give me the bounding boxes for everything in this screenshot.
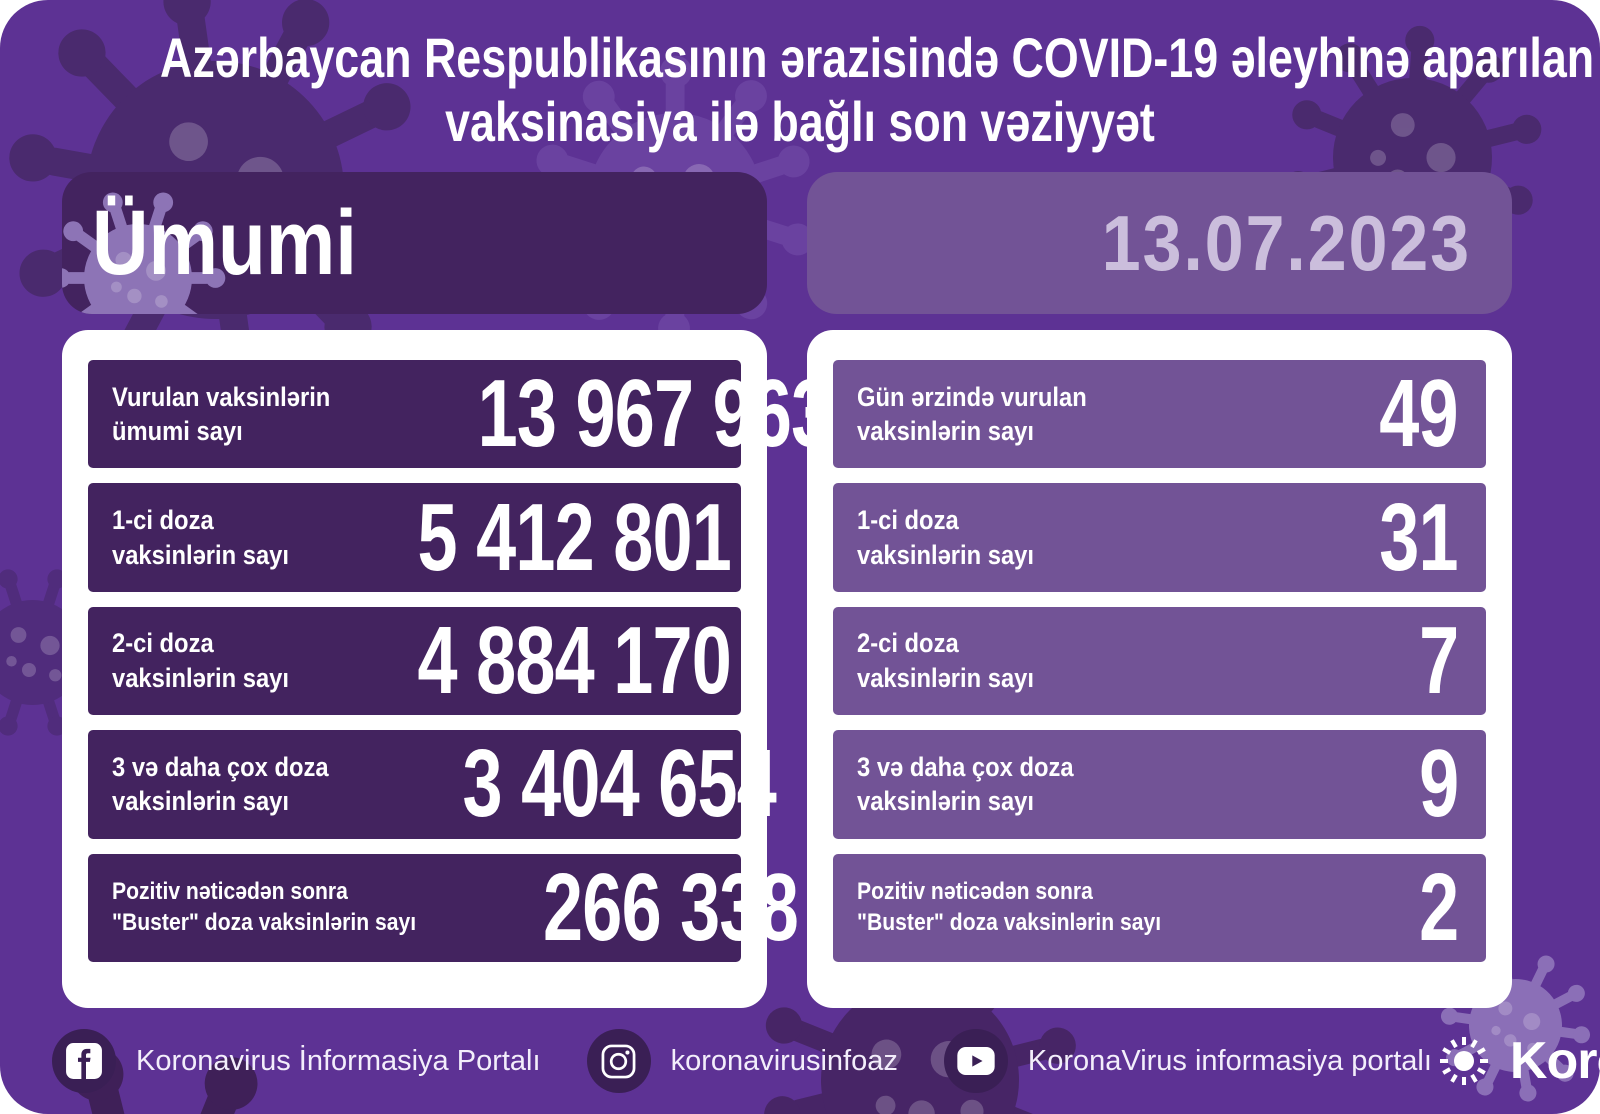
stat-row-dose2-daily: 2-ci doza vaksinlərin sayı 7 [833,606,1486,716]
stat-row-total-vaccines: Vurulan vaksinlərin ümumi sayı 13 967 96… [88,360,831,469]
stat-label: 3 və daha çox doza vaksinlərin sayı [857,751,1074,817]
stat-row-booster-total: Pozitiv nəticədən sonra "Buster" doza va… [88,853,798,963]
facebook-label: Koronavirus İnformasiya Portalı [136,1044,541,1077]
totals-header: Ümumi [62,172,767,314]
stat-label: Vurulan vaksinlərin ümumi sayı [112,381,331,447]
daily-header: 13.07.2023 [807,172,1512,314]
stat-label: Pozitiv nəticədən sonra "Buster" doza va… [112,878,417,936]
stat-value: 5 412 801 [417,483,732,591]
totals-panel: Vurulan vaksinlərin ümumi sayı 13 967 96… [62,330,831,1008]
stat-value: 9 [1418,730,1459,838]
stat-row-dose1-daily: 1-ci doza vaksinlərin sayı 31 [833,483,1486,592]
stats-columns: Ümumi Vurulan vaksinlərin ümumi sayı 13 … [62,172,1512,1008]
koronavirus-logo-icon [1439,1037,1488,1085]
youtube-icon [943,1029,1008,1093]
instagram-label: koronavirusinfoaz [670,1044,898,1077]
page-title: Azərbaycan Respublikasının ərazisində CO… [160,26,1595,154]
stat-label: 2-ci doza vaksinlərin sayı [112,628,290,694]
totals-column: Ümumi Vurulan vaksinlərin ümumi sayı 13 … [62,172,831,1008]
stat-value: 3 404 654 [462,730,777,838]
stat-row-dose2-total: 2-ci doza vaksinlərin sayı 4 884 170 [88,606,741,716]
stat-row-booster-daily: Pozitiv nəticədən sonra "Buster" doza va… [833,853,1486,963]
stat-value: 2 [1418,853,1459,961]
daily-panel: Gün ərzində vurulan vaksinlərin sayı 49 … [807,330,1512,1008]
stat-label: 1-ci doza vaksinlərin sayı [112,505,290,570]
instagram-link[interactable]: koronavirusinfoaz [586,1029,898,1093]
stat-row-dose3plus-daily: 3 və daha çox doza vaksinlərin sayı 9 [833,730,1486,839]
facebook-link[interactable]: Koronavirus İnformasiya Portalı [52,1029,541,1093]
stat-row-dose3plus-total: 3 və daha çox doza vaksinlərin sayı 3 40… [88,730,777,839]
stat-label: Gün ərzində vurulan vaksinlərin sayı [857,381,1087,447]
stat-value: 13 967 963 [477,360,832,468]
facebook-icon [52,1029,116,1093]
stat-row-daily-vaccines: Gün ərzində vurulan vaksinlərin sayı 49 [833,360,1486,469]
instagram-icon [586,1029,651,1093]
stat-value: 4 884 170 [417,607,732,715]
stat-value: 31 [1379,483,1458,591]
page-title-line1: Azərbaycan Respublikasının ərazisində CO… [160,26,1595,89]
totals-header-label: Ümumi [92,192,358,294]
stat-label: Pozitiv nəticədən sonra "Buster" doza va… [857,878,1162,936]
brand-logo: KoronaVirus info [1432,1029,1600,1093]
stat-value: 7 [1418,607,1459,715]
brand-logo-text: KoronaVirus [1509,1032,1600,1090]
stat-label: 2-ci doza vaksinlərin sayı [857,628,1035,694]
stat-value: 266 338 [542,853,799,961]
stat-value: 49 [1379,360,1458,468]
page-title-line2: vaksinasiya ilə bağlı son vəziyyət [445,89,1155,153]
stat-label: 3 və daha çox doza vaksinlərin sayı [112,751,329,817]
stat-label: 1-ci doza vaksinlərin sayı [857,505,1035,570]
date-label: 13.07.2023 [1101,199,1471,287]
youtube-label: KoronaVirus informasiya portalı [1027,1044,1432,1077]
footer: Koronavirus İnformasiya Portalı koronavi… [0,1008,1600,1114]
stat-row-dose1-total: 1-ci doza vaksinlərin sayı 5 412 801 [88,483,741,592]
daily-column: 13.07.2023 Gün ərzində vurulan vaksinlər… [807,172,1512,1008]
youtube-link[interactable]: KoronaVirus informasiya portalı [943,1029,1432,1093]
